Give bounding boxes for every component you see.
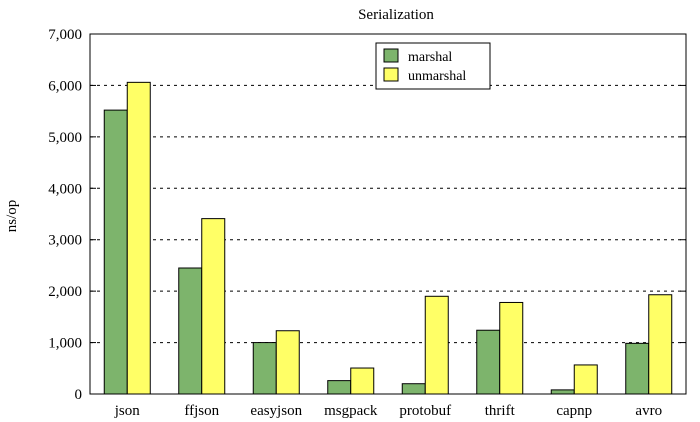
bar-marshal-json: [103, 109, 128, 395]
legend-label-marshal: marshal: [408, 50, 452, 65]
legend-swatch-marshal: [383, 48, 399, 63]
bar-unmarshal-capnp: [573, 364, 598, 395]
bar-marshal-thrift: [476, 329, 501, 395]
bar-marshal-avro: [625, 342, 650, 395]
y-tick-label: 4,000: [48, 181, 82, 197]
bar-marshal-msgpack: [327, 380, 352, 395]
bar-marshal-ffjson: [178, 267, 203, 395]
y-tick-label: 6,000: [48, 78, 82, 94]
bar-unmarshal-msgpack: [350, 367, 375, 395]
legend-swatch-unmarshal: [383, 67, 399, 82]
legend: marshal unmarshal: [375, 42, 491, 90]
x-tick-label: avro: [635, 403, 662, 419]
bar-unmarshal-json: [126, 81, 151, 395]
bar-unmarshal-protobuf: [424, 295, 449, 395]
x-tick-label: ffjson: [184, 403, 219, 419]
y-tick-label: 5,000: [48, 130, 82, 146]
bar-unmarshal-ffjson: [201, 218, 226, 395]
x-tick-label: capnp: [556, 403, 592, 419]
x-tick-label: json: [114, 403, 141, 419]
bar-unmarshal-thrift: [499, 301, 524, 395]
bar-marshal-easyjson: [252, 342, 277, 395]
x-tick-label: protobuf: [399, 403, 451, 419]
y-tick-label: 2,000: [48, 284, 82, 300]
y-tick-label: 0: [75, 387, 83, 403]
bar-unmarshal-easyjson: [275, 330, 300, 395]
x-tick-label: msgpack: [324, 403, 378, 419]
x-tick-label: thrift: [485, 403, 516, 419]
bar-marshal-protobuf: [401, 383, 426, 395]
y-tick-label: 7,000: [48, 27, 82, 43]
bar-unmarshal-avro: [648, 294, 673, 395]
x-tick-label: easyjson: [250, 403, 302, 419]
bar-marshal-capnp: [550, 389, 575, 395]
legend-label-unmarshal: unmarshal: [408, 69, 466, 84]
chart-title: Serialization: [358, 7, 434, 23]
plot-frame: [89, 33, 687, 395]
axes: 0 1,000 2,000 3,000 4,000 5,000 6,000 7,000 json…: [48, 27, 687, 419]
y-tick-label: 3,000: [48, 233, 82, 249]
y-axis-label: ns/op: [4, 200, 20, 233]
bars: [103, 81, 673, 395]
y-tick-label: 1,000: [48, 336, 82, 352]
